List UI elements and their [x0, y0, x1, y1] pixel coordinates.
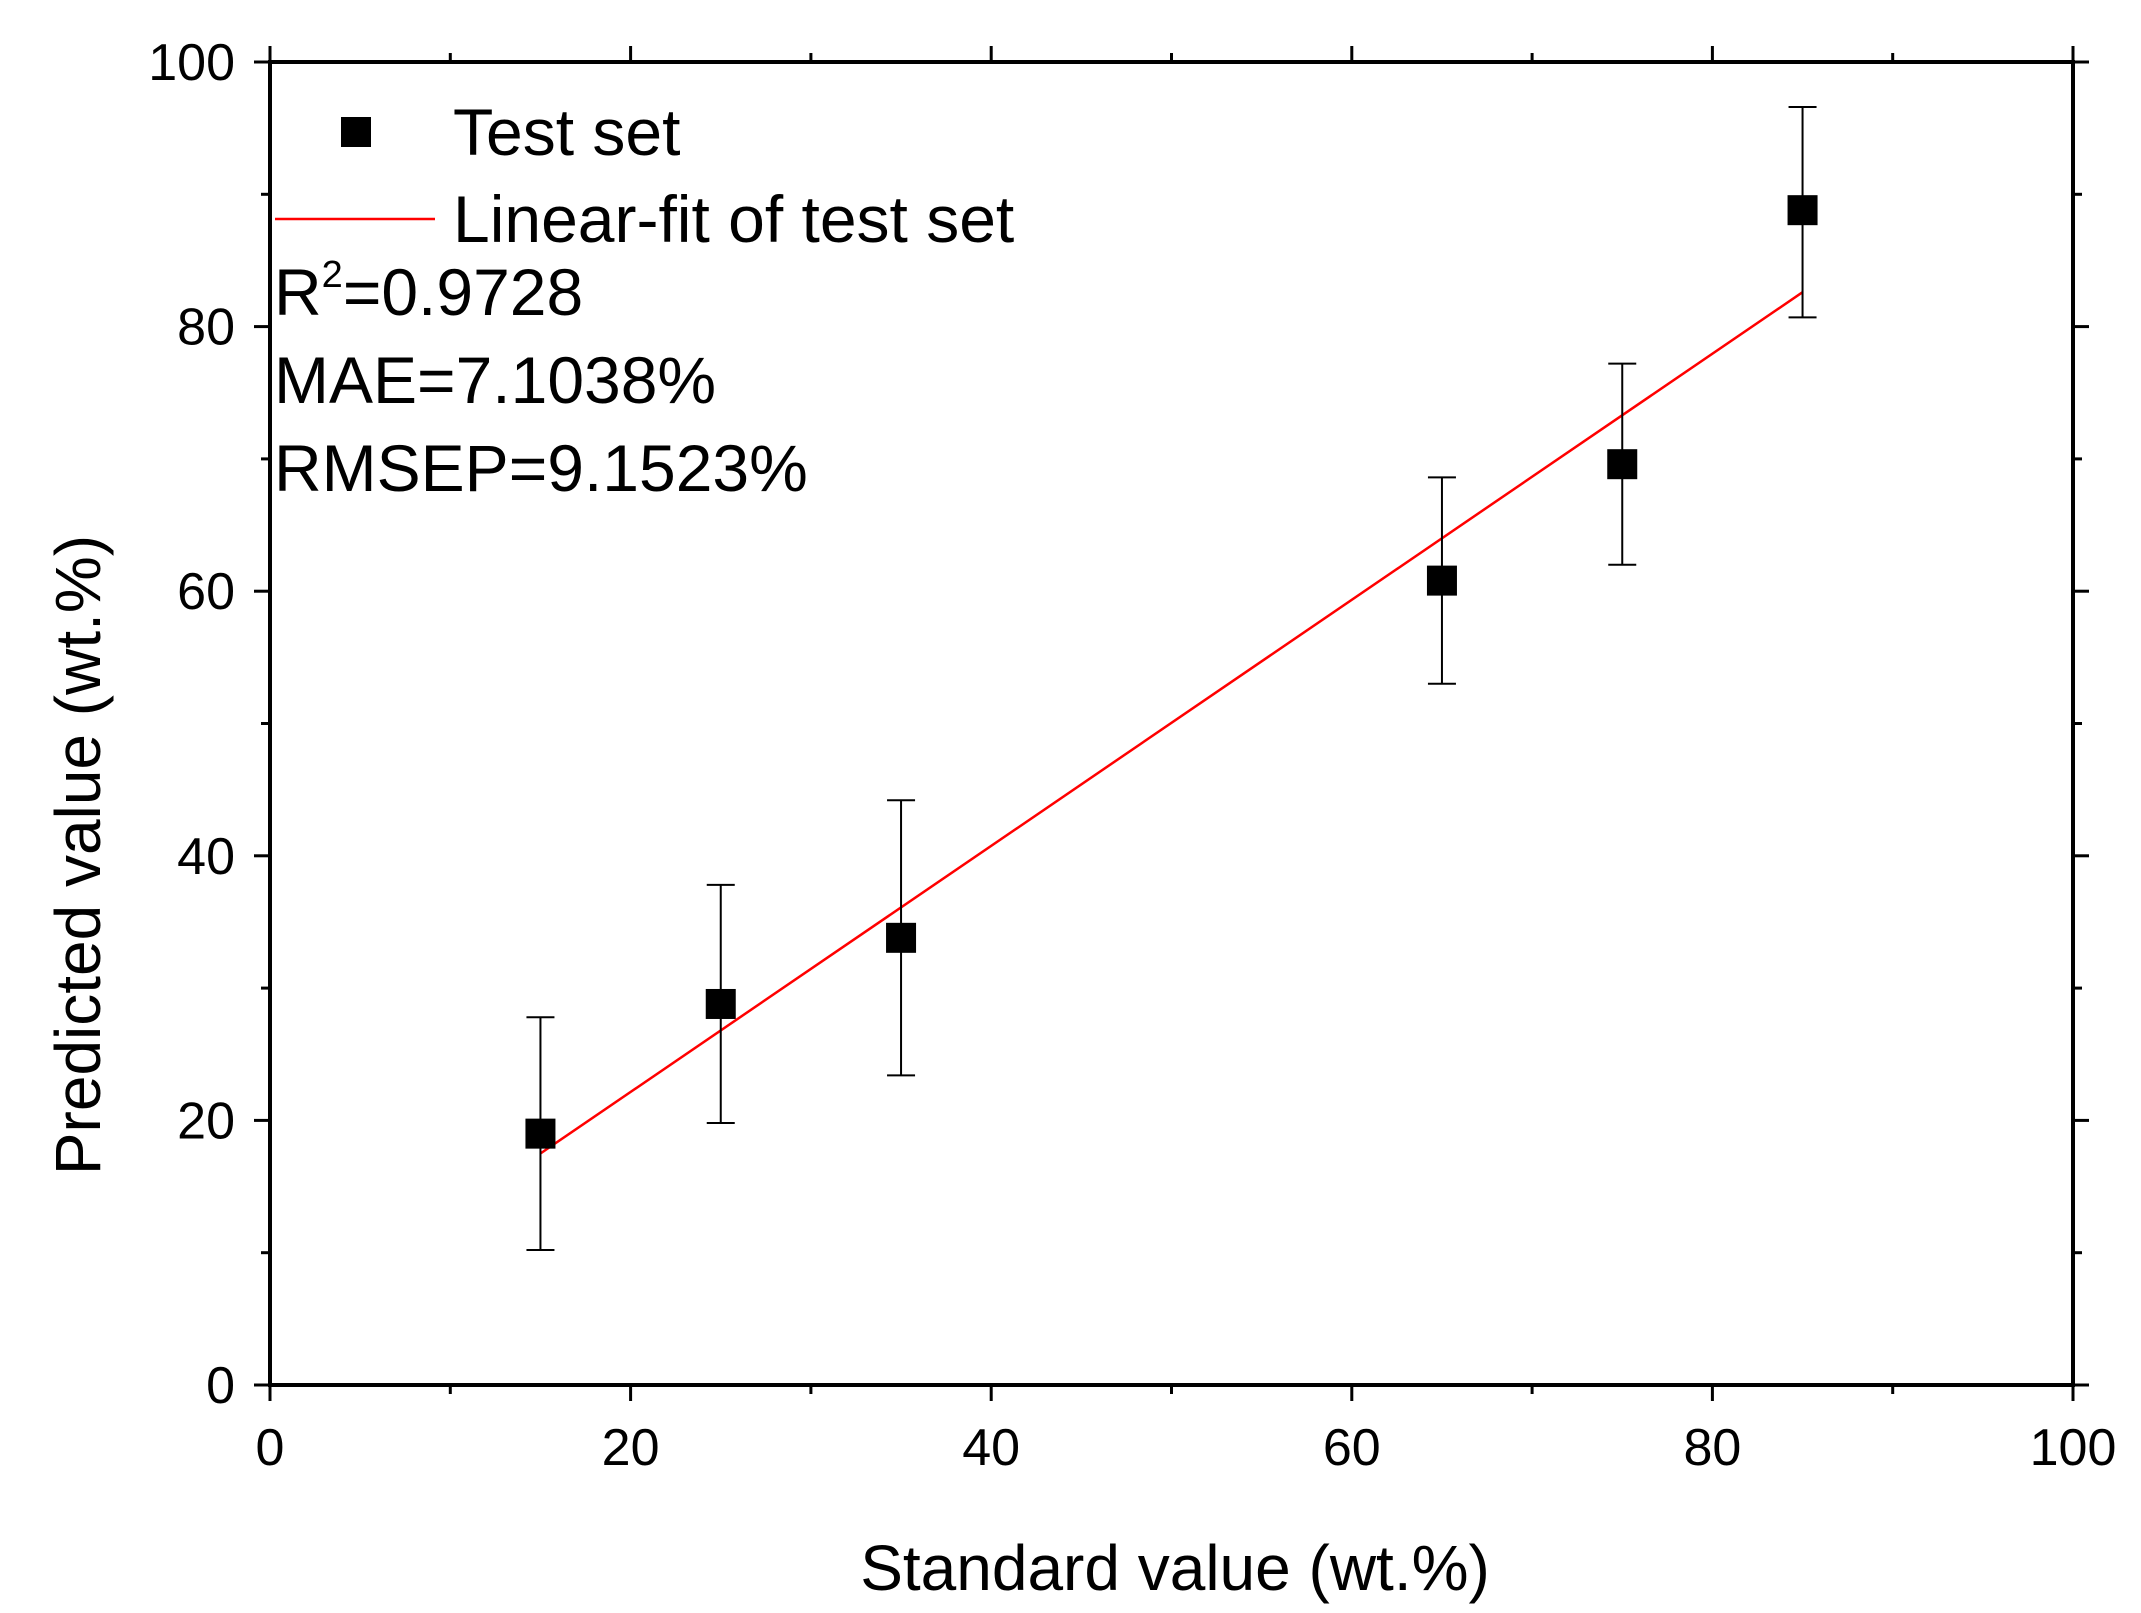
y-tick-label: 0 — [206, 1357, 235, 1415]
data-point — [1426, 476, 1457, 685]
axis-ticks — [254, 46, 2089, 1401]
legend-label-linear-fit: Linear-fit of test set — [453, 182, 1014, 256]
x-tick-label: 20 — [602, 1419, 660, 1477]
mae-annotation: MAE=7.1038% — [274, 343, 716, 417]
x-tick-label: 0 — [256, 1419, 285, 1477]
y-axis-title: Predicted value (wt.%) — [42, 535, 114, 1175]
data-point-marker — [886, 922, 917, 953]
y-tick-label: 100 — [148, 34, 235, 92]
rmsep-annotation: RMSEP=9.1523% — [274, 431, 808, 505]
data-point-marker — [1426, 565, 1457, 596]
y-tick-label: 80 — [177, 299, 235, 357]
legend-label-test-set: Test set — [453, 95, 680, 169]
fit-layer — [539, 291, 1804, 1155]
r-squared-value: =0.9728 — [343, 255, 583, 329]
r-squared-annotation: R2=0.9728 — [274, 254, 583, 329]
data-point-marker — [525, 1118, 556, 1149]
data-point — [1607, 362, 1638, 566]
data-point — [525, 1016, 556, 1252]
fit-line — [539, 291, 1804, 1155]
r-squared-superscript: 2 — [322, 254, 343, 296]
x-tick-label: 60 — [1323, 1419, 1381, 1477]
y-tick-label: 60 — [177, 563, 235, 621]
points-layer — [525, 105, 1818, 1252]
data-point-marker — [705, 988, 736, 1019]
data-point — [886, 799, 917, 1077]
x-tick-label: 40 — [962, 1419, 1020, 1477]
y-tick-label: 20 — [177, 1092, 235, 1150]
legend: Test set Linear-fit of test set — [275, 95, 1014, 256]
data-point — [705, 883, 736, 1125]
x-axis-title: Standard value (wt.%) — [860, 1532, 1490, 1604]
stats-annotations: R2=0.9728 MAE=7.1038% RMSEP=9.1523% — [274, 254, 808, 505]
data-point — [1787, 105, 1818, 319]
x-tick-label: 100 — [2030, 1419, 2117, 1477]
data-point-marker — [1787, 195, 1818, 226]
axis-tick-labels: 0 20 40 60 80 100 0 20 40 60 80 100 — [148, 34, 2116, 1477]
r-squared-base: R — [274, 255, 322, 329]
y-tick-label: 40 — [177, 828, 235, 886]
x-tick-label: 80 — [1683, 1419, 1741, 1477]
legend-marker-test-set — [341, 117, 371, 147]
data-point-marker — [1607, 449, 1638, 480]
